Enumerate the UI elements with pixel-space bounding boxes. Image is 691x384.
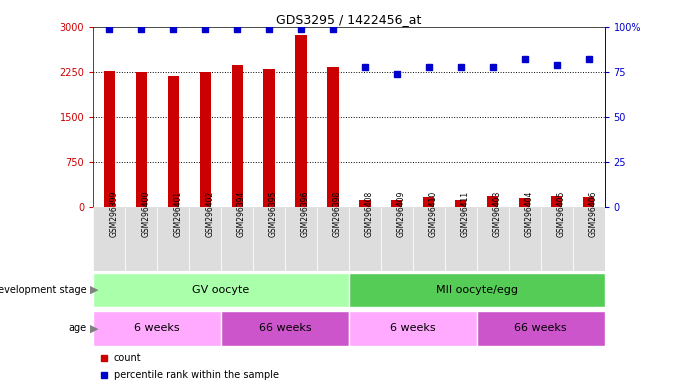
Bar <box>200 72 211 207</box>
Text: 66 weeks: 66 weeks <box>514 323 567 333</box>
Text: GSM296408: GSM296408 <box>365 190 374 237</box>
Bar <box>359 200 370 207</box>
Text: GSM296404: GSM296404 <box>524 190 533 237</box>
Text: GSM296409: GSM296409 <box>397 190 406 237</box>
Bar <box>349 273 605 307</box>
Bar <box>189 207 221 271</box>
Text: GSM296401: GSM296401 <box>173 190 182 237</box>
Bar <box>93 311 221 346</box>
Bar <box>158 207 189 271</box>
Bar <box>285 207 317 271</box>
Bar <box>296 35 307 207</box>
Bar <box>168 76 179 207</box>
Text: GSM296403: GSM296403 <box>493 190 502 237</box>
Text: percentile rank within the sample: percentile rank within the sample <box>114 370 278 381</box>
Text: MII oocyte/egg: MII oocyte/egg <box>436 285 518 295</box>
Bar <box>253 207 285 271</box>
Text: GSM296400: GSM296400 <box>141 190 150 237</box>
Text: GSM296395: GSM296395 <box>269 190 278 237</box>
Bar <box>125 207 158 271</box>
Text: GSM296399: GSM296399 <box>109 190 118 237</box>
Text: ▶: ▶ <box>90 323 98 333</box>
Bar <box>445 207 477 271</box>
Bar <box>349 207 381 271</box>
Text: GSM296396: GSM296396 <box>301 190 310 237</box>
Text: GSM296402: GSM296402 <box>205 190 214 237</box>
Bar <box>93 273 349 307</box>
Bar <box>519 198 530 207</box>
Text: ▶: ▶ <box>90 285 98 295</box>
Bar <box>455 200 466 207</box>
Bar <box>391 200 402 207</box>
Bar <box>573 207 605 271</box>
Bar <box>381 207 413 271</box>
Bar <box>221 207 253 271</box>
Text: 6 weeks: 6 weeks <box>134 323 180 333</box>
Bar <box>104 71 115 207</box>
Text: GSM296394: GSM296394 <box>237 190 246 237</box>
Bar <box>328 66 339 207</box>
Bar <box>551 196 562 207</box>
Bar <box>509 207 540 271</box>
Text: GSM296410: GSM296410 <box>429 190 438 237</box>
Bar <box>263 69 274 207</box>
Text: GSM296411: GSM296411 <box>461 190 470 237</box>
Bar <box>413 207 445 271</box>
Text: GV oocyte: GV oocyte <box>193 285 249 295</box>
Title: GDS3295 / 1422456_at: GDS3295 / 1422456_at <box>276 13 422 26</box>
Bar <box>583 197 594 207</box>
Bar <box>487 196 498 207</box>
Bar <box>135 72 146 207</box>
Bar <box>540 207 573 271</box>
Text: 6 weeks: 6 weeks <box>390 323 436 333</box>
Bar <box>349 311 477 346</box>
Text: development stage: development stage <box>0 285 86 295</box>
Bar <box>231 65 243 207</box>
Bar <box>93 207 125 271</box>
Text: count: count <box>114 353 142 363</box>
Bar <box>477 311 605 346</box>
Bar <box>424 197 435 207</box>
Text: GSM296398: GSM296398 <box>333 190 342 237</box>
Bar <box>221 311 349 346</box>
Text: 66 weeks: 66 weeks <box>258 323 312 333</box>
Bar <box>317 207 349 271</box>
Text: GSM296405: GSM296405 <box>557 190 566 237</box>
Bar <box>477 207 509 271</box>
Text: age: age <box>68 323 86 333</box>
Text: GSM296406: GSM296406 <box>589 190 598 237</box>
